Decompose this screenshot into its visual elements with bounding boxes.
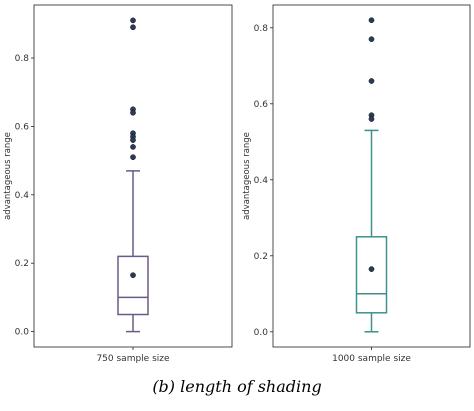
outlier-point [130, 137, 136, 143]
outlier-point [368, 78, 375, 84]
outlier-point [130, 109, 136, 116]
y-axis-label: advantageous range [3, 132, 13, 220]
y-tick-label: 0.0 [15, 328, 30, 338]
mean-point [130, 272, 136, 279]
outlier-point [368, 17, 375, 24]
outlier-point [130, 154, 136, 161]
y-tick-label: 0.2 [15, 259, 29, 269]
outlier-point [130, 24, 136, 31]
right-box-plot-panel: 0.0 0.2 0.4 0.6 0.8 advantageous range 1000 sa… [242, 4, 471, 364]
x-tick-label: 1000 sample size [332, 354, 411, 364]
outlier-point [130, 17, 136, 24]
y-tick-label: 0.6 [254, 100, 269, 110]
y-tick-label: 0.8 [254, 24, 269, 34]
outlier-point [368, 116, 375, 122]
y-tick-label: 0.0 [254, 328, 269, 338]
outlier-point [130, 144, 136, 150]
interquartile-box [355, 236, 388, 314]
outlier-point [368, 36, 375, 43]
mean-point [368, 266, 375, 272]
y-axis-label: advantageous range [242, 132, 252, 220]
y-tick-label: 0.2 [254, 252, 268, 262]
interquartile-box [117, 255, 149, 316]
y-tick-label: 0.8 [15, 54, 30, 64]
figure-caption: (b) length of shading [152, 377, 321, 396]
x-tick-label: 750 sample size [96, 354, 170, 364]
left-box-plot-panel: 0.0 0.2 0.4 0.6 0.8 advantageous range 750 sam… [3, 4, 233, 364]
y-tick-label: 0.4 [15, 191, 30, 201]
y-tick-label: 0.6 [15, 122, 30, 132]
y-tick-label: 0.4 [254, 176, 269, 186]
